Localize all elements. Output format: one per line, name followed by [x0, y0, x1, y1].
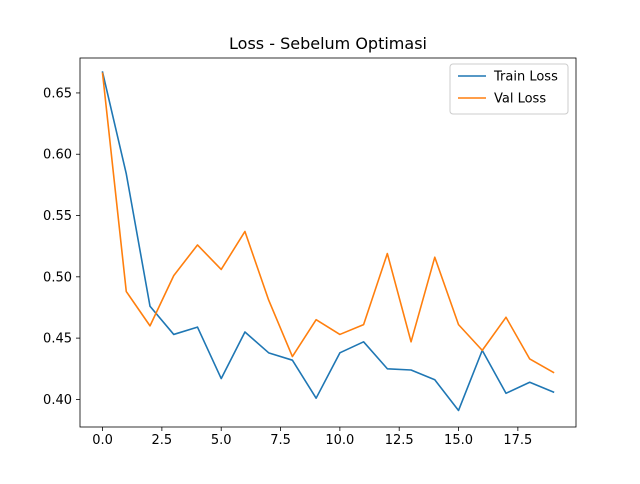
x-tick-label: 12.5 — [385, 433, 414, 448]
x-tick-label: 5.0 — [211, 433, 232, 448]
x-tick-label: 17.5 — [503, 433, 532, 448]
x-tick-label: 7.5 — [270, 433, 291, 448]
x-tick-label: 15.0 — [444, 433, 473, 448]
y-tick-label: 0.45 — [43, 332, 72, 347]
x-tick-label: 0.0 — [92, 433, 113, 448]
y-tick-label: 0.40 — [43, 393, 72, 408]
x-tick-label: 2.5 — [152, 433, 173, 448]
y-tick-label: 0.65 — [43, 86, 72, 101]
y-tick-label: 0.55 — [43, 209, 72, 224]
x-tick-label: 10.0 — [325, 433, 354, 448]
legend: Train Loss Val Loss — [450, 64, 568, 114]
legend-label-train-loss: Train Loss — [493, 70, 558, 85]
y-tick-label: 0.50 — [43, 270, 72, 285]
legend-label-val-loss: Val Loss — [494, 92, 546, 107]
chart-title: Loss - Sebelum Optimasi — [229, 34, 427, 53]
y-tick-label: 0.60 — [43, 148, 72, 163]
